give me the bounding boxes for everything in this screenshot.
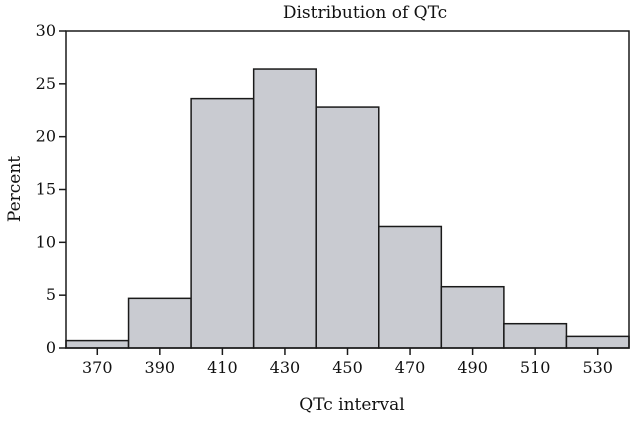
y-axis-label: Percent: [5, 156, 25, 222]
x-tick-label-390: 390: [145, 358, 176, 377]
bar-390: [127, 297, 192, 349]
y-axis: 0 5 10 15 20 25 30: [36, 21, 66, 357]
y-tick-label-10: 10: [36, 232, 56, 251]
x-tick-label-430: 430: [270, 358, 301, 377]
x-tick-label-470: 470: [395, 358, 426, 377]
chart-title: Distribution of QTc: [283, 3, 447, 23]
y-tick-label-20: 20: [36, 127, 56, 146]
x-tick-label-530: 530: [582, 358, 613, 377]
bar-430: [252, 68, 317, 349]
y-tick-label-25: 25: [36, 74, 56, 93]
x-axis-label: QTc interval: [299, 395, 404, 415]
x-tick-label-410: 410: [207, 358, 238, 377]
bar-370: [65, 339, 130, 349]
bars-group: [65, 68, 630, 349]
bar-510: [503, 322, 568, 349]
y-tick-label-0: 0: [46, 338, 56, 357]
x-axis: 370 390 410 430 450 470 490 510 530: [82, 348, 613, 377]
x-tick-label-510: 510: [520, 358, 551, 377]
bar-470: [378, 225, 443, 349]
y-tick-label-5: 5: [46, 285, 56, 304]
bar-450: [315, 106, 380, 349]
bar-410: [190, 97, 255, 349]
y-tick-label-30: 30: [36, 21, 56, 40]
x-tick-label-450: 450: [332, 358, 363, 377]
bar-530: [565, 335, 630, 349]
bar-490: [440, 285, 505, 349]
x-tick-label-490: 490: [457, 358, 488, 377]
y-tick-label-15: 15: [36, 180, 56, 199]
x-tick-label-370: 370: [82, 358, 113, 377]
